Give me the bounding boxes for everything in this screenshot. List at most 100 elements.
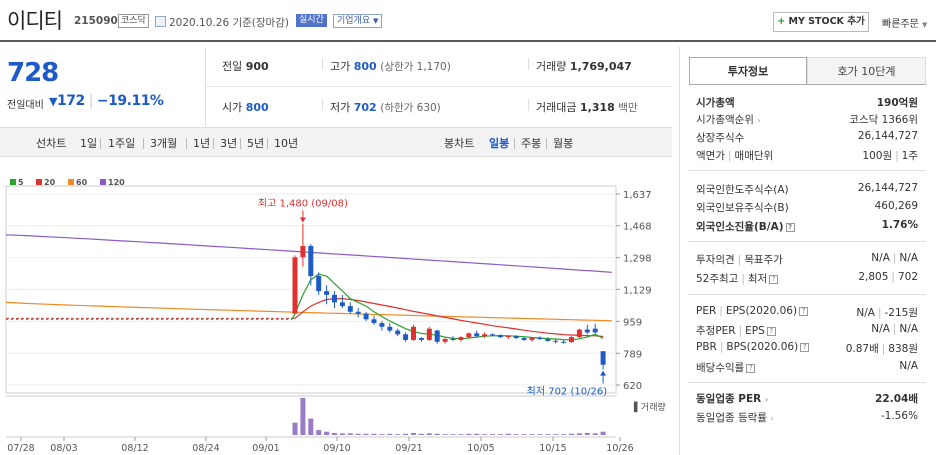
bps-label: BPS	[726, 341, 747, 353]
help-icon[interactable]: ?	[799, 307, 809, 316]
candle-body	[521, 338, 527, 340]
pbr-period: (2020.06)	[746, 341, 799, 353]
prev-close: 전일 900	[222, 58, 269, 74]
x-tick-label: 10/15	[539, 443, 566, 454]
period-3m[interactable]: 3개월	[150, 137, 178, 150]
legend-swatch-60	[68, 179, 74, 185]
period-1d[interactable]: 1일	[80, 137, 98, 150]
prev-value: 900	[245, 60, 269, 73]
amount-label: 거래대금	[536, 101, 577, 114]
change-amount: 172	[56, 93, 85, 109]
help-icon[interactable]: ?	[769, 275, 779, 284]
volume-bar	[521, 434, 527, 435]
candle-body	[339, 302, 345, 307]
volume: 거래량 1,769,047	[536, 58, 632, 74]
change-label: 전일대비	[7, 100, 44, 111]
candle-body	[403, 334, 409, 340]
candle-monthly[interactable]: 월봉	[553, 137, 574, 150]
realtime-button[interactable]: 실시간	[296, 14, 327, 27]
y-tick-label: 959	[623, 317, 642, 328]
candle-body	[332, 294, 337, 303]
volume-bar	[553, 434, 559, 435]
open-value: 800	[245, 101, 269, 114]
company-info-dropdown[interactable]: 기업개요 ▼	[333, 14, 383, 28]
est-per-label: 추정PER	[696, 325, 736, 337]
volume-bar	[505, 433, 511, 435]
sector-per-row[interactable]: 동일업종 PER › 22.04배	[696, 391, 918, 407]
candle-body	[513, 336, 519, 339]
opinion-label: 투자의견	[696, 254, 735, 266]
volume-bar	[442, 434, 448, 435]
volume-bar	[529, 434, 535, 435]
candle-body	[576, 329, 582, 338]
period-1w[interactable]: 1주일	[108, 137, 136, 150]
par-value: 100원	[862, 150, 893, 162]
tab-invest-info[interactable]: 투자정보	[689, 57, 807, 85]
est-eps-label: EPS	[745, 325, 765, 337]
x-tick-label: 09/01	[252, 443, 279, 454]
x-tick-label: 08/24	[192, 443, 219, 454]
volume-bar	[497, 434, 503, 435]
open-price: 시가 800	[222, 99, 269, 115]
help-icon[interactable]: ?	[766, 327, 776, 336]
help-icon[interactable]: ?	[785, 223, 795, 232]
week52-high-label: 52주최고	[696, 273, 739, 285]
candle-body	[450, 338, 456, 340]
add-mystock-button[interactable]: + MY STOCK 추가	[773, 12, 869, 32]
help-icon[interactable]: ?	[800, 343, 810, 352]
sector-rate-row[interactable]: 동일업종 등락률 › -1.56%	[696, 410, 918, 426]
foreign-hold-row: 외국인보유주식수(B) 460,269	[696, 200, 918, 216]
period-10y[interactable]: 10년	[274, 137, 299, 150]
amount-value: 1,318	[579, 101, 615, 114]
volume-bar	[592, 433, 598, 435]
market-cap-label: 시가총액	[696, 97, 735, 109]
x-tick-label: 10/05	[467, 443, 494, 454]
volume-bar	[561, 434, 567, 435]
candle-body	[474, 333, 480, 337]
help-icon[interactable]: ?	[746, 364, 756, 373]
candle-weekly[interactable]: 주봉	[521, 137, 542, 150]
quick-order-button[interactable]: 빠른주문 ▼	[882, 15, 927, 30]
candle-body	[497, 335, 503, 338]
change-value: ▼172 | −19.11%	[49, 93, 164, 109]
foreign-limit-value: 26,144,727	[857, 182, 918, 194]
volume-bar	[371, 433, 377, 435]
volume-bar	[403, 433, 409, 435]
period-5y[interactable]: 5년	[247, 137, 265, 150]
est-per-value: N/A	[871, 323, 890, 335]
week52-high-value: 2,805	[858, 271, 889, 283]
ma5-line	[291, 273, 604, 341]
ma60-line	[5, 301, 613, 322]
par-label: 액면가	[696, 150, 725, 162]
foreign-limit-label: 외국인한도주식수(A)	[696, 184, 789, 196]
foreign-hold-value: 460,269	[874, 200, 918, 212]
volume-bar	[569, 433, 574, 435]
period-3y[interactable]: 3년	[220, 137, 238, 150]
sector-per-value: 22.04배	[875, 393, 918, 405]
volume-bar	[316, 430, 322, 435]
period-1y[interactable]: 1년	[193, 137, 211, 150]
shares-row: 상장주식수 26,144,727	[696, 130, 918, 146]
chevron-right-icon: ›	[770, 414, 774, 423]
line-chart-label: 선차트	[36, 137, 67, 150]
market-cap-rank-row[interactable]: 시가총액순위 › 코스닥 1366위	[696, 112, 918, 128]
low-value: 702	[353, 101, 377, 114]
stock-chart[interactable]: 5 20 60 120 1,637 1,468 1,298 1,129 959 789 620 07/…	[0, 170, 672, 455]
high-annotation-arrowhead	[299, 217, 306, 223]
market-cap-value: 190억원	[876, 97, 918, 109]
period-toolbar: 선차트 1일 1주일 3개월 1년 3년 5년 10년 봉차트 일봉 주봉 월봉	[0, 127, 672, 157]
volume-bar	[458, 434, 464, 435]
y-tick-label: 789	[623, 349, 642, 360]
pbr-value: 0.87배	[845, 343, 879, 355]
market-cap-rank-label: 시가총액순위	[696, 114, 754, 126]
per-row: PER | EPS(2020.06)? N/A | -215원	[696, 305, 918, 319]
chevron-down-icon: ▼	[373, 17, 379, 25]
candle-daily[interactable]: 일봉	[489, 137, 510, 150]
base-date: 2020.10.26 기준(장마감)	[169, 17, 289, 29]
low-label: 저가	[330, 101, 351, 114]
tab-orderbook-10[interactable]: 호가 10단계	[807, 57, 926, 85]
foreign-rate-label: 외국인소진율(B/A)	[696, 221, 784, 233]
x-tick-label: 08/12	[121, 443, 148, 454]
per-value: N/A	[856, 307, 875, 319]
week52-low-label: 최저	[747, 273, 768, 285]
